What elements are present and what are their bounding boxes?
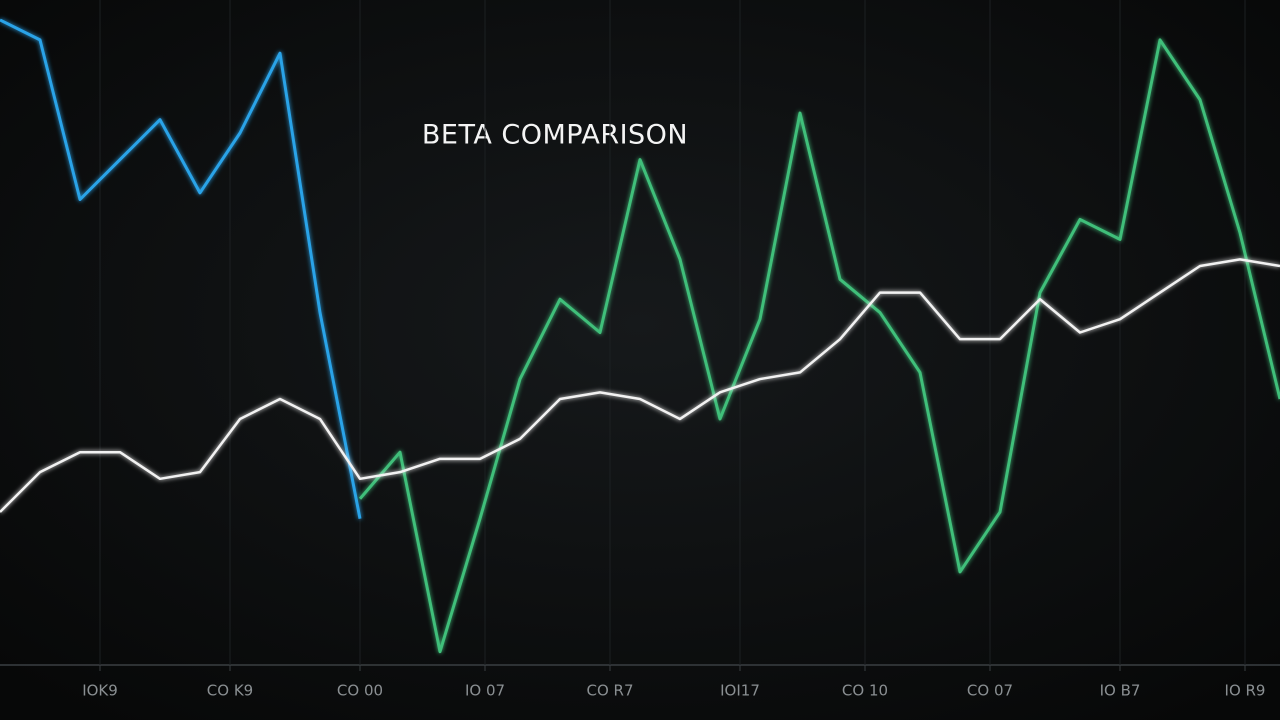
x-tick-label: CO 10 <box>842 682 888 700</box>
x-tick-label: CO K9 <box>207 682 253 700</box>
series-line <box>0 258 1280 513</box>
chart-title: BETA COMPARISON <box>422 120 688 151</box>
x-tick-label: IOK9 <box>82 682 118 700</box>
x-tick-label: IO R9 <box>1225 682 1266 700</box>
series-line <box>0 18 362 519</box>
x-tick-label: IO 07 <box>465 682 505 700</box>
series-line <box>358 38 1280 654</box>
x-tick-label: CO 00 <box>337 682 383 700</box>
x-tick-label: IOI17 <box>720 682 760 700</box>
x-tick-label: CO 07 <box>967 682 1013 700</box>
x-tick-label: CO R7 <box>586 682 633 700</box>
x-tick-label: IO B7 <box>1100 682 1141 700</box>
